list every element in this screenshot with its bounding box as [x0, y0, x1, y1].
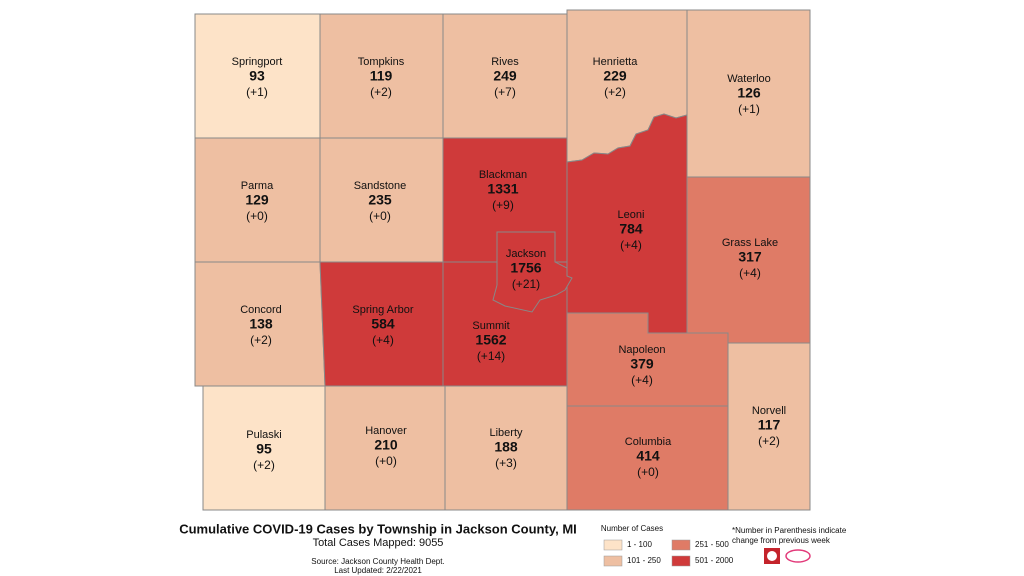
township-name: Parma — [241, 180, 274, 192]
township-cases: 229 — [603, 68, 627, 84]
township-name: Norvell — [752, 405, 786, 417]
township-change: (+21) — [512, 277, 540, 291]
map-title: Cumulative COVID-19 Cases by Township in… — [179, 521, 577, 536]
township-cases: 129 — [245, 192, 269, 208]
township-cases: 249 — [493, 68, 517, 84]
last-updated: Last Updated: 2/22/2021 — [334, 566, 422, 575]
township-name: Henrietta — [593, 56, 639, 68]
township-name: Waterloo — [727, 73, 771, 85]
legend-label: 501 - 2000 — [695, 556, 734, 565]
legend-swatch — [671, 555, 691, 567]
footnote: *Number in Parenthesis indicate — [732, 526, 847, 535]
township-name: Rives — [491, 56, 519, 68]
source: Source: Jackson County Health Dept. — [311, 557, 444, 566]
township-cases: 95 — [256, 441, 272, 457]
township-cases: 188 — [494, 439, 518, 455]
township-change: (+2) — [250, 333, 272, 347]
township-name: Springport — [232, 56, 283, 68]
township-name: Hanover — [365, 425, 407, 437]
township-change: (+4) — [739, 266, 761, 280]
township-name: Spring Arbor — [352, 304, 413, 316]
township-name: Concord — [240, 304, 282, 316]
township-change: (+3) — [495, 456, 517, 470]
township-cases: 379 — [630, 356, 654, 372]
township-name: Grass Lake — [722, 237, 778, 249]
township-change: (+4) — [372, 333, 394, 347]
legend-swatch — [671, 539, 691, 551]
township-name: Sandstone — [354, 180, 407, 192]
township-area — [727, 342, 811, 511]
township-name: Columbia — [625, 436, 672, 448]
logos — [764, 548, 811, 564]
township-change: (+2) — [253, 458, 275, 472]
township-cases: 235 — [368, 192, 392, 208]
township-name: Blackman — [479, 169, 527, 181]
township-cases: 117 — [758, 417, 781, 433]
township-cases: 119 — [370, 68, 393, 84]
township-change: (+0) — [375, 454, 397, 468]
township-name: Pulaski — [246, 429, 281, 441]
legend-label: 101 - 250 — [627, 556, 661, 565]
township-name: Leoni — [618, 209, 645, 221]
township-cases: 414 — [636, 448, 660, 464]
township-name: Summit — [472, 320, 509, 332]
legend-title: Number of Cases — [601, 524, 663, 533]
township-name: Napoleon — [618, 344, 665, 356]
total-cases: Total Cases Mapped: 9055 — [313, 537, 444, 549]
legend-label: 1 - 100 — [627, 540, 652, 549]
legend-swatch — [603, 539, 623, 551]
township-cases: 317 — [738, 249, 762, 265]
township-cases: 93 — [249, 68, 265, 84]
township-change: (+14) — [477, 349, 505, 363]
township-cases: 1562 — [475, 332, 506, 348]
township-name: Tompkins — [358, 56, 405, 68]
township-change: (+0) — [369, 209, 391, 223]
township-change: (+0) — [246, 209, 268, 223]
township-change: (+1) — [738, 102, 760, 116]
township-change: (+2) — [758, 434, 780, 448]
footnote: change from previous week — [732, 536, 831, 545]
township-change: (+9) — [492, 198, 514, 212]
township-change: (+4) — [620, 238, 642, 252]
township-change: (+4) — [631, 373, 653, 387]
township-cases: 210 — [374, 437, 398, 453]
township-cases: 584 — [371, 316, 395, 332]
township-area — [492, 231, 573, 313]
township-cases: 784 — [619, 221, 643, 237]
township-change: (+7) — [494, 85, 516, 99]
township-cases: 126 — [737, 85, 761, 101]
legend-label: 251 - 500 — [695, 540, 729, 549]
legend-swatch — [603, 555, 623, 567]
township-cases: 1756 — [510, 260, 541, 276]
township-change: (+1) — [246, 85, 268, 99]
township-name: Liberty — [489, 427, 523, 439]
township-cases: 138 — [249, 316, 273, 332]
township-change: (+2) — [370, 85, 392, 99]
township-cases: 1331 — [487, 181, 518, 197]
township-change: (+0) — [637, 465, 659, 479]
township-change: (+2) — [604, 85, 626, 99]
township-name: Jackson — [506, 248, 546, 260]
